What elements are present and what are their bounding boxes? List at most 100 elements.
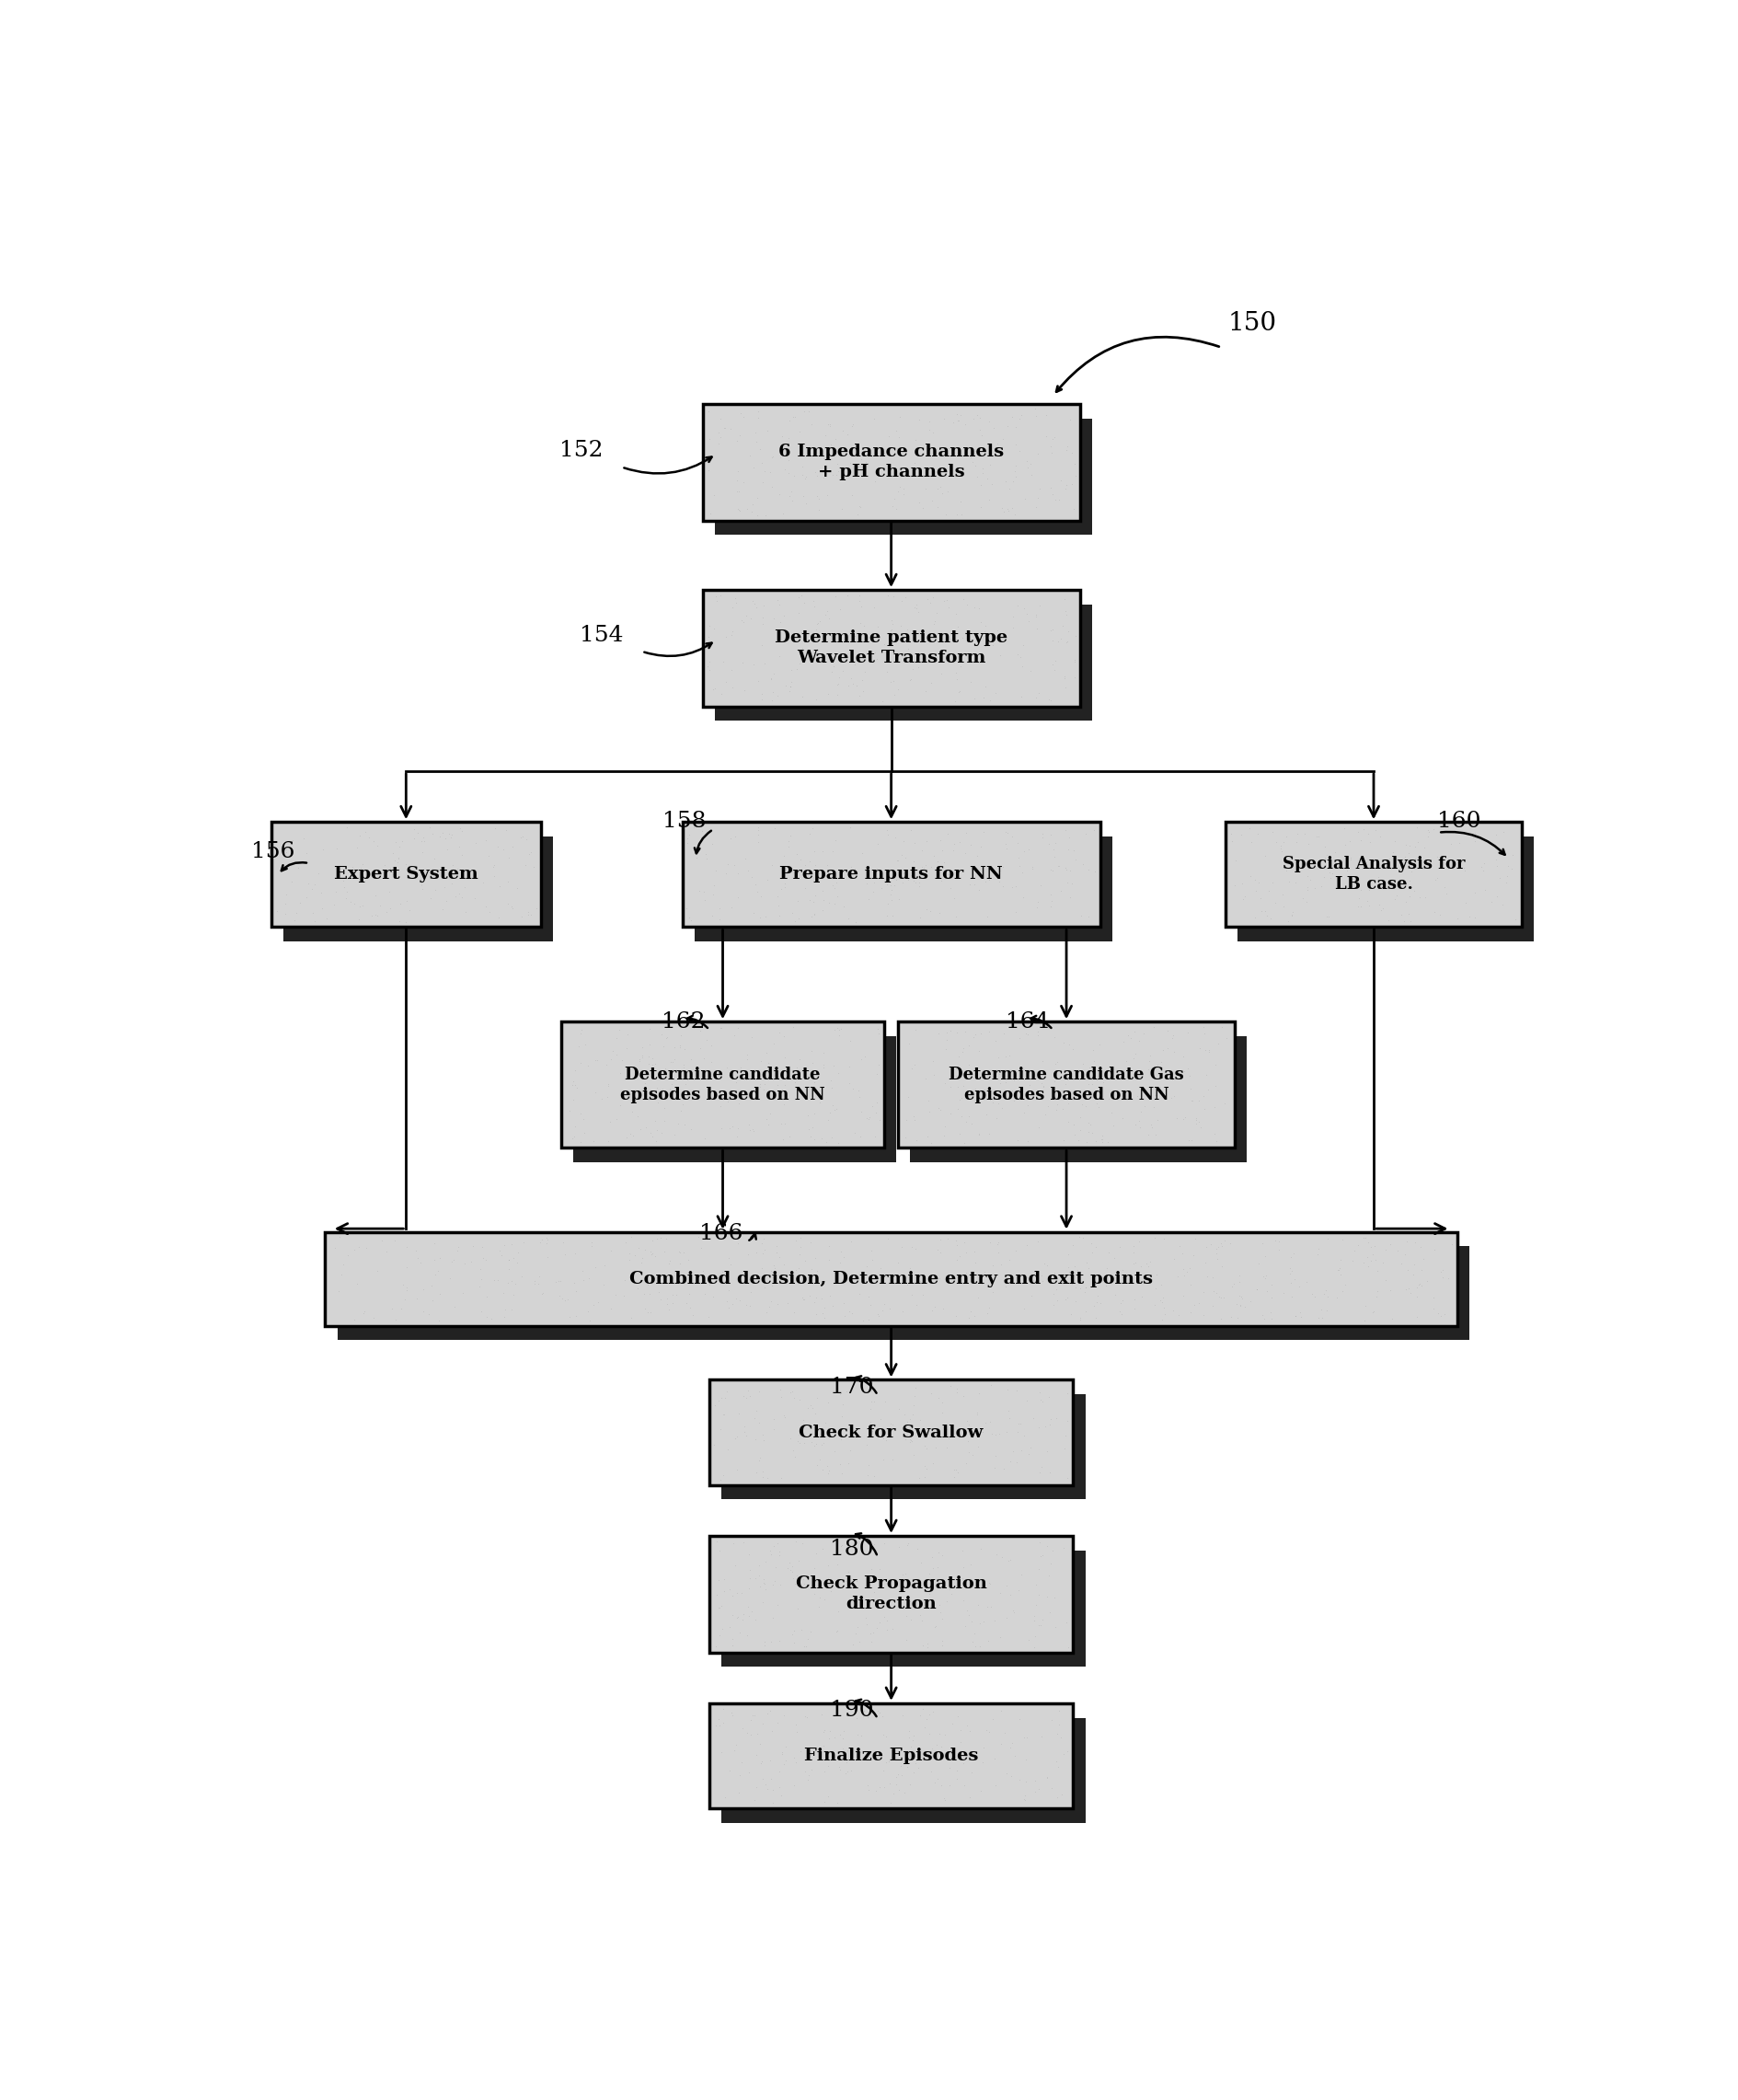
Point <box>866 1403 893 1436</box>
Point <box>813 594 841 628</box>
Point <box>737 1703 765 1737</box>
Point <box>1081 1266 1109 1300</box>
Point <box>667 1094 695 1128</box>
Point <box>810 418 838 452</box>
Text: Special Analysis for
LB case.: Special Analysis for LB case. <box>1281 857 1463 892</box>
Point <box>760 1413 787 1447</box>
Point <box>726 1745 754 1779</box>
Point <box>1178 1239 1206 1273</box>
Point <box>791 462 819 496</box>
Point <box>817 1575 845 1609</box>
Point <box>805 1443 833 1476</box>
Point <box>1036 682 1064 716</box>
Point <box>912 473 940 506</box>
Point <box>982 1025 1010 1058</box>
Point <box>991 1065 1018 1098</box>
Point <box>822 1369 850 1403</box>
Point <box>753 1772 780 1806</box>
Point <box>782 1716 810 1749</box>
Point <box>824 668 852 701</box>
Point <box>313 901 341 934</box>
Point <box>706 903 733 937</box>
Point <box>966 1533 994 1567</box>
FancyBboxPatch shape <box>693 836 1112 941</box>
Point <box>593 1048 620 1082</box>
Point <box>1133 1117 1161 1151</box>
Point <box>812 598 839 632</box>
Point <box>1045 848 1072 882</box>
Point <box>1057 867 1085 901</box>
Point <box>754 1046 782 1079</box>
Point <box>852 867 879 901</box>
Point <box>1025 1609 1053 1642</box>
Point <box>431 821 459 855</box>
Point <box>1045 1707 1072 1741</box>
Point <box>897 1052 925 1086</box>
Point <box>888 825 916 859</box>
Point <box>937 1014 965 1048</box>
Point <box>912 1628 940 1661</box>
Point <box>780 460 808 494</box>
Point <box>975 405 1003 439</box>
Point <box>1430 1298 1458 1331</box>
Point <box>410 823 438 857</box>
Point <box>723 475 751 508</box>
Point <box>716 1754 744 1787</box>
Point <box>824 1420 852 1453</box>
Point <box>747 1226 775 1260</box>
Point <box>900 1380 928 1413</box>
Point <box>871 1384 899 1418</box>
Point <box>603 1021 631 1054</box>
Point <box>916 405 944 439</box>
Point <box>643 1222 671 1256</box>
Point <box>789 1567 817 1600</box>
Point <box>765 588 793 622</box>
Point <box>1267 836 1295 869</box>
Point <box>994 410 1022 443</box>
Point <box>1128 1281 1156 1315</box>
Point <box>735 439 763 473</box>
Point <box>928 834 956 867</box>
Text: 150: 150 <box>1227 311 1276 336</box>
Point <box>985 1067 1013 1100</box>
Point <box>558 1069 586 1102</box>
Point <box>322 853 349 886</box>
Point <box>806 1581 834 1615</box>
Point <box>803 607 831 640</box>
Point <box>742 590 770 624</box>
Point <box>733 1373 761 1407</box>
Point <box>838 1730 866 1764</box>
Point <box>824 1548 852 1581</box>
Point <box>928 1630 956 1663</box>
Point <box>1031 1098 1058 1132</box>
Point <box>1050 659 1078 693</box>
Point <box>923 1535 951 1569</box>
Point <box>1159 1018 1187 1052</box>
Point <box>836 1754 864 1787</box>
Point <box>945 1082 973 1115</box>
Point <box>760 1250 787 1283</box>
Point <box>725 494 753 527</box>
Point <box>1331 827 1359 861</box>
Point <box>596 1292 624 1325</box>
Point <box>744 395 772 428</box>
Point <box>850 674 878 708</box>
Point <box>747 1459 775 1493</box>
Point <box>1024 1579 1051 1613</box>
Point <box>735 1380 763 1413</box>
Point <box>1025 867 1053 901</box>
Point <box>1152 1031 1180 1065</box>
Point <box>1199 1275 1227 1308</box>
Point <box>1006 1434 1034 1468</box>
Point <box>838 850 866 884</box>
Point <box>904 865 932 899</box>
Point <box>718 1579 746 1613</box>
Point <box>756 1254 784 1287</box>
Point <box>836 1023 864 1056</box>
Point <box>1020 1774 1048 1808</box>
Point <box>956 1548 984 1581</box>
Point <box>831 1300 859 1334</box>
Point <box>867 1699 895 1732</box>
Point <box>864 611 892 645</box>
Point <box>1210 1088 1237 1121</box>
